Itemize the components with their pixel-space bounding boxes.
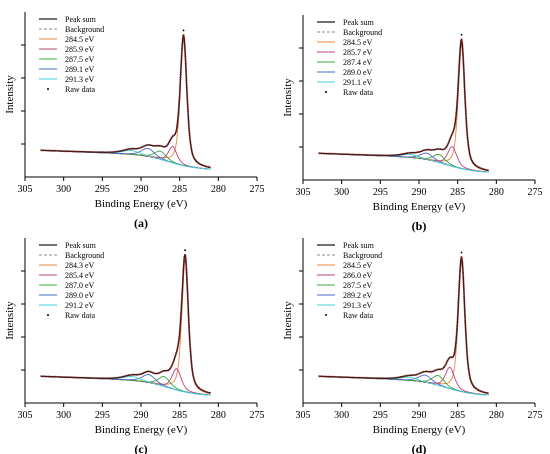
- x-tick-label: 285: [450, 187, 465, 198]
- x-tick-label: 300: [334, 410, 349, 421]
- raw-data-point: [460, 251, 463, 254]
- component-line-1: [318, 146, 489, 173]
- x-tick-label: 295: [95, 410, 110, 421]
- panel-label: (c): [134, 442, 147, 454]
- raw-data-point: [184, 249, 186, 251]
- component-line-4: [40, 375, 211, 396]
- legend-entry: 287.0 eV: [65, 281, 95, 290]
- legend-entry: Peak sum: [343, 18, 375, 27]
- component-line-1: [40, 368, 211, 396]
- xps-panel-d: 305 300 295 290 285 280 275 Binding Energy (eV)…: [282, 238, 543, 454]
- legend-entry: 289.0 eV: [65, 291, 95, 300]
- legend-entry: 284.3 eV: [65, 261, 95, 270]
- x-tick-label: 275: [528, 187, 543, 198]
- xps-panel-b: 305 300 295 290 285 280 275 Binding Energy (eV)…: [282, 15, 543, 233]
- legend-entry: Peak sum: [343, 241, 375, 250]
- component-line-4: [318, 375, 489, 396]
- peak-sum-line: [318, 256, 489, 394]
- x-axis-title: Binding Energy (eV): [95, 424, 188, 436]
- legend-entry: Peak sum: [65, 15, 97, 24]
- legend-entry: 285.9 eV: [65, 45, 95, 54]
- legend-entry: Peak sum: [65, 241, 97, 250]
- legend-entry: Raw data: [343, 311, 373, 320]
- y-axis-title: Intensity: [4, 301, 16, 340]
- legend-entry: 284.5 eV: [343, 38, 373, 47]
- raw-data-point: [460, 33, 463, 36]
- component-line-4: [318, 152, 489, 173]
- x-tick-label: 285: [172, 410, 187, 421]
- legend-entry: Background: [65, 251, 104, 260]
- x-tick-label: 295: [373, 410, 388, 421]
- legend-entry: 291.3 eV: [65, 75, 95, 84]
- legend-marker-raw: [325, 314, 327, 316]
- x-tick-label: 285: [172, 184, 187, 195]
- x-tick-label: 275: [528, 410, 543, 421]
- x-tick-label: 275: [250, 184, 265, 195]
- legend-entry: 289.2 eV: [343, 291, 373, 300]
- x-tick-label: 300: [334, 187, 349, 198]
- xps-panel-a: 305 300 295 290 285 280 275 Binding Energy (eV)…: [4, 12, 265, 230]
- x-tick-label: 300: [56, 410, 71, 421]
- legend-entry: 285.7 eV: [343, 48, 373, 57]
- panel-label: (b): [412, 219, 427, 233]
- legend-entry: 289.1 eV: [65, 65, 95, 74]
- legend-entry: 291.2 eV: [65, 301, 95, 310]
- legend-entry: Background: [343, 28, 382, 37]
- peak-sum-line: [318, 38, 489, 172]
- legend-entry: Raw data: [65, 85, 95, 94]
- x-axis-title: Binding Energy (eV): [373, 201, 466, 213]
- legend-entry: Background: [343, 251, 382, 260]
- x-tick-label: 305: [18, 410, 33, 421]
- legend-entry: 286.0 eV: [343, 271, 373, 280]
- legend-entry: Background: [65, 25, 104, 34]
- x-tick-label: 305: [18, 184, 33, 195]
- legend-entry: Raw data: [65, 311, 95, 320]
- x-tick-label: 280: [211, 410, 226, 421]
- legend-entry: 287.5 eV: [65, 55, 95, 64]
- x-axis-title: Binding Energy (eV): [95, 198, 188, 210]
- x-tick-label: 305: [296, 410, 311, 421]
- legend-marker-raw: [47, 88, 49, 90]
- x-tick-label: 275: [250, 410, 265, 421]
- x-tick-label: 280: [211, 184, 226, 195]
- legend-entry: 287.5 eV: [343, 281, 373, 290]
- y-axis-title: Intensity: [282, 301, 294, 340]
- x-axis-title: Binding Energy (eV): [373, 424, 466, 436]
- y-axis-title: Intensity: [282, 78, 294, 117]
- panel-label: (d): [412, 442, 427, 454]
- x-tick-label: 280: [489, 187, 504, 198]
- peak-sum-line: [40, 253, 211, 394]
- raw-data-point: [182, 29, 185, 32]
- component-line-1: [318, 366, 489, 396]
- x-tick-label: 295: [373, 187, 388, 198]
- y-axis-title: Intensity: [4, 75, 16, 114]
- legend-marker-raw: [325, 91, 327, 93]
- x-tick-label: 295: [95, 184, 110, 195]
- legend-entry: 291.1 eV: [343, 78, 373, 87]
- legend-entry: 285.4 eV: [65, 271, 95, 280]
- x-tick-label: 290: [134, 410, 149, 421]
- x-tick-label: 285: [450, 410, 465, 421]
- peak-sum-line: [40, 34, 211, 169]
- legend-entry: 287.4 eV: [343, 58, 373, 67]
- legend-entry: 289.0 eV: [343, 68, 373, 77]
- xps-panel-c: 305 300 295 290 285 280 275 Binding Energy (eV)…: [4, 238, 265, 454]
- x-tick-label: 290: [134, 184, 149, 195]
- x-tick-label: 280: [489, 410, 504, 421]
- legend-entry: 284.5 eV: [343, 261, 373, 270]
- legend-marker-raw: [47, 314, 49, 316]
- legend-entry: 291.3 eV: [343, 301, 373, 310]
- x-tick-label: 290: [412, 187, 427, 198]
- x-tick-label: 290: [412, 410, 427, 421]
- x-tick-label: 300: [56, 184, 71, 195]
- legend-entry: Raw data: [343, 88, 373, 97]
- panel-label: (a): [134, 216, 148, 230]
- x-tick-label: 305: [296, 187, 311, 198]
- legend-entry: 284.5 eV: [65, 35, 95, 44]
